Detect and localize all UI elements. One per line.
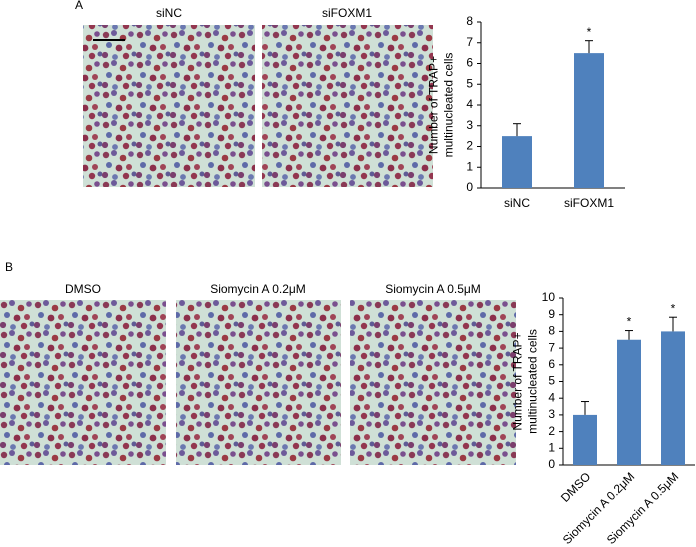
y-axis-label-line: multinucleated cells <box>442 53 456 158</box>
bar <box>502 136 532 188</box>
y-tick-label: 0 <box>466 180 473 194</box>
y-tick-label: 4 <box>466 97 473 111</box>
bar <box>574 53 604 188</box>
y-tick-label: 3 <box>548 407 555 421</box>
bar <box>661 331 685 465</box>
bar <box>573 414 597 465</box>
y-tick-label: 7 <box>466 35 473 49</box>
error-bar <box>513 123 521 137</box>
y-axis-label-line: Number of TRAP+ <box>427 56 441 154</box>
image-caption: siNC <box>156 6 182 20</box>
y-axis-label: Number of TRAP+multinucleated cells <box>427 53 456 158</box>
y-tick-label: 2 <box>548 424 555 438</box>
bar-chart: 0 1 2 3 4 5 6 7 8 Number of TRAP+multinucleated c… <box>427 14 625 210</box>
y-tick-label: 7 <box>548 340 555 354</box>
micrograph <box>0 300 166 465</box>
x-tick-label: siFOXM1 <box>564 196 614 210</box>
y-tick-label: 0 <box>548 457 555 471</box>
x-tick-label: siNC <box>504 196 530 210</box>
y-tick-label: 3 <box>466 118 473 132</box>
y-tick-label: 9 <box>548 307 555 321</box>
micrograph <box>350 300 516 465</box>
image-caption: Siomycin A 0.5μM <box>385 282 481 296</box>
y-tick-label: 2 <box>466 139 473 153</box>
bar-chart: 0 1 2 3 4 5 6 7 8 9 10 Number of TRAP+multinucleate… <box>511 290 695 547</box>
y-tick-label: 8 <box>548 324 555 338</box>
y-tick-label: 6 <box>466 56 473 70</box>
micrograph <box>176 300 341 465</box>
error-bar <box>625 330 633 340</box>
image-caption: Siomycin A 0.2μM <box>210 282 306 296</box>
panel-label: B <box>5 260 13 274</box>
y-tick-label: 10 <box>542 290 556 304</box>
image-caption: DMSO <box>65 282 101 296</box>
panel-b: B DMSO Siomycin A 0.2μM Siomycin A 0.5μM <box>0 260 516 465</box>
y-tick-label: 5 <box>548 374 555 388</box>
y-tick-label: 1 <box>466 159 473 173</box>
panel-label: A <box>75 0 83 12</box>
y-tick-label: 1 <box>548 440 555 454</box>
significance-mark: * <box>587 25 592 39</box>
y-tick-label: 8 <box>466 14 473 28</box>
significance-mark: * <box>627 315 632 329</box>
y-axis-label-line: Number of TRAP+ <box>511 332 525 430</box>
image-caption: siFOXM1 <box>322 6 372 20</box>
y-tick-label: 6 <box>548 357 555 371</box>
panel-a: A siNC siFOXM1 <box>75 0 433 187</box>
y-tick-label: 5 <box>466 76 473 90</box>
significance-mark: * <box>671 301 676 315</box>
micrograph <box>83 25 255 187</box>
y-tick-label: 4 <box>548 390 555 404</box>
error-bar <box>581 401 589 415</box>
x-tick-label: DMSO <box>558 469 593 504</box>
error-bar <box>585 40 593 54</box>
micrograph <box>262 25 433 187</box>
y-axis-label-line: multinucleated cells <box>526 329 540 434</box>
bar <box>617 339 641 465</box>
error-bar <box>669 316 677 332</box>
y-axis-label: Number of TRAP+multinucleated cells <box>511 329 540 434</box>
